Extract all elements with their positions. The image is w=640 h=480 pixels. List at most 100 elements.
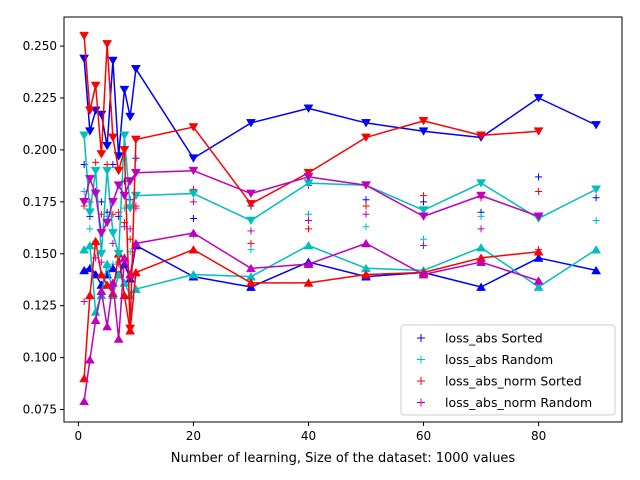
- upper-series-marker: [96, 249, 107, 259]
- legend-marker: [417, 355, 425, 364]
- upper-series-marker: [79, 197, 90, 207]
- upper-series-marker: [96, 150, 107, 159]
- upper-series-marker: [119, 191, 130, 201]
- lower-series-marker: [102, 259, 113, 269]
- upper-series-marker: [476, 191, 486, 201]
- upper-series-marker: [246, 119, 256, 128]
- upper-series-marker: [246, 200, 256, 209]
- upper-series-marker: [533, 212, 544, 221]
- plus-marker: [103, 160, 111, 168]
- lower-series-marker: [591, 265, 602, 275]
- lower-series-marker: [361, 238, 371, 248]
- upper-series-marker: [130, 168, 141, 178]
- plus-marker: [247, 239, 255, 247]
- y-tick-label: 0.200: [23, 143, 57, 157]
- upper-series-marker: [591, 121, 602, 130]
- legend-marker: [417, 334, 425, 342]
- lower-series-marker: [361, 269, 371, 279]
- upper-series-marker: [107, 229, 118, 238]
- lower-series-marker: [303, 278, 314, 287]
- upper-series-marker: [84, 106, 95, 116]
- plus-marker: [420, 198, 428, 206]
- plus-marker: [420, 241, 428, 249]
- legend-label: loss_abs_norm Random: [445, 395, 592, 410]
- plus-marker: [420, 235, 428, 243]
- lower-series-marker: [246, 278, 256, 287]
- upper-series-marker: [533, 94, 544, 103]
- x-tick-label: 80: [531, 429, 546, 443]
- plus-marker: [97, 198, 105, 206]
- plus-marker: [362, 202, 370, 210]
- x-axis-label: Number of learning, Size of the dataset:…: [171, 451, 516, 466]
- lower-series-marker: [102, 321, 113, 331]
- upper-series-marker: [90, 166, 101, 176]
- upper-series-marker: [84, 208, 95, 217]
- lower-series-marker: [303, 259, 314, 269]
- lower-series-marker: [246, 282, 256, 291]
- lower-series-marker: [90, 315, 101, 325]
- lower-series-marker: [84, 355, 95, 364]
- plus-marker: [592, 194, 600, 202]
- y-tick-label: 0.075: [23, 403, 57, 417]
- plus-marker: [247, 246, 255, 254]
- lower-series-marker: [107, 278, 118, 287]
- plus-marker: [92, 158, 100, 166]
- lower-series-marker: [130, 238, 141, 248]
- plus-marker: [535, 187, 543, 195]
- upper-series-marker: [107, 133, 118, 143]
- upper-series-marker: [476, 131, 486, 140]
- lower-series-marker: [90, 236, 101, 246]
- upper-series-marker: [246, 216, 256, 226]
- x-tick-label: 0: [75, 429, 83, 443]
- upper-series-marker: [107, 197, 118, 207]
- plus-marker: [304, 210, 312, 218]
- plus-marker: [362, 210, 370, 218]
- lower-series-marker: [476, 282, 486, 291]
- upper-series-marker: [84, 175, 95, 184]
- plus-marker: [80, 298, 88, 306]
- upper-series-marker: [418, 206, 429, 215]
- upper-series-marker: [102, 218, 113, 228]
- legend-box: [400, 324, 616, 416]
- plus-marker: [189, 214, 197, 222]
- legend-marker: [417, 398, 425, 407]
- lower-series-marker: [418, 269, 429, 279]
- lower-series-marker: [591, 245, 602, 254]
- upper-series-line: [83, 134, 597, 255]
- upper-series-marker: [102, 166, 113, 176]
- lower-series-marker: [533, 282, 544, 291]
- upper-series-marker: [102, 40, 113, 49]
- y-tick-label: 0.150: [23, 247, 57, 261]
- lower-series-marker: [119, 253, 130, 262]
- lower-series-marker: [246, 263, 256, 273]
- plus-marker: [477, 225, 485, 233]
- lower-series-marker: [188, 269, 199, 279]
- plus-marker: [535, 173, 543, 181]
- upper-series-marker: [418, 212, 429, 221]
- x-tick-label: 60: [416, 429, 431, 443]
- lower-series-marker: [107, 263, 118, 273]
- lower-series-marker: [303, 240, 314, 250]
- upper-series-marker: [79, 31, 90, 41]
- plus-marker: [592, 217, 600, 225]
- y-tick-label: 0.100: [23, 351, 57, 365]
- plus-marker: [304, 217, 312, 225]
- plus-marker: [362, 196, 370, 204]
- upper-series-marker: [188, 166, 199, 176]
- upper-series-marker: [90, 81, 101, 91]
- upper-series-marker: [84, 127, 95, 136]
- legend: loss_abs Sorted loss_abs Random loss_abs_n…: [400, 324, 616, 416]
- upper-series-marker: [102, 141, 113, 151]
- upper-series-marker: [361, 119, 371, 128]
- upper-series-marker: [119, 85, 130, 95]
- lower-series-marker: [113, 334, 124, 343]
- upper-series-marker: [533, 127, 544, 136]
- upper-series-marker: [125, 204, 136, 213]
- plus-marker: [362, 223, 370, 231]
- y-tick-label: 0.175: [23, 195, 57, 209]
- upper-series-marker: [119, 146, 130, 155]
- plus-marker: [420, 192, 428, 200]
- upper-series-marker: [303, 104, 314, 113]
- plot-series: [79, 31, 602, 406]
